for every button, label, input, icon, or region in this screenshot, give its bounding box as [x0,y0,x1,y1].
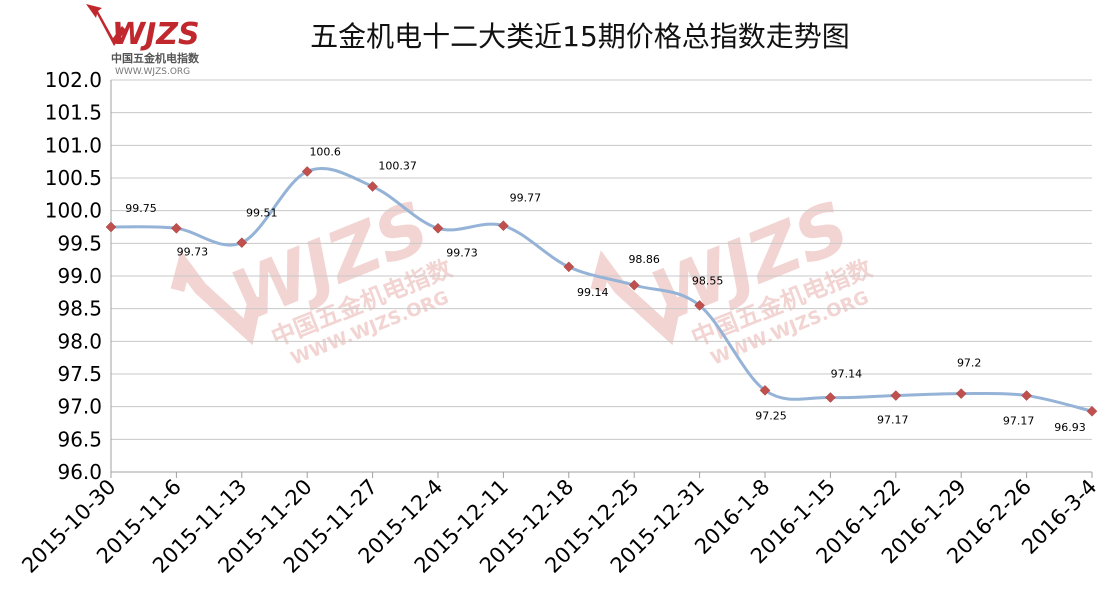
data-point-marker [236,237,248,249]
y-tick-label: 98.5 [57,297,102,321]
watermark-arrow-icon [170,250,263,346]
logo: WJZS 中国五金机电指数 WWW.WJZS.ORG [86,4,200,77]
data-point-marker [301,166,313,177]
y-tick-label: 96.5 [57,427,102,451]
data-label: 97.17 [1003,415,1035,428]
chart-title: 五金机电十二大类近15期价格总指数走势图 [310,20,850,53]
data-label: 96.93 [1054,421,1086,434]
y-axis-ticks: 96.0 96.5 97.0 97.5 98.0 98.5 99.0 99.5 100.0 100… [45,68,102,484]
data-label: 100.6 [309,145,341,158]
data-label: 99.14 [577,286,609,299]
y-tick-label: 101.5 [45,101,102,125]
data-point-marker [825,392,836,403]
logo-url-text: WWW.WJZS.ORG [115,67,190,77]
data-point-marker [1021,390,1032,401]
series-path [110,167,1093,413]
logo-main-text: WJZS [112,17,200,52]
data-point-marker [1086,405,1098,417]
data-label: 99.77 [510,192,542,205]
data-point-marker [105,221,117,233]
data-label: 99.75 [125,202,157,215]
y-tick-label: 98.0 [57,329,102,353]
data-point-marker [628,279,640,291]
data-label: 99.51 [246,207,278,220]
data-point-marker [367,181,378,192]
data-point-marker [694,300,705,311]
data-labels: 99.75 99.73 99.51 100.6 100.37 99.73 99.77 99.1… [125,145,1086,434]
y-tick-label: 101.0 [45,133,102,157]
data-label: 99.73 [177,245,209,258]
y-tick-label: 100.0 [45,199,102,223]
y-tick-label: 99.0 [57,264,102,288]
series-markers [105,166,1098,417]
y-tick-label: 97.0 [57,395,102,419]
logo-arrow-icon [86,4,126,46]
data-point-marker [171,222,182,234]
data-point-marker [759,384,771,396]
data-label: 98.86 [628,253,660,266]
y-tick-label: 97.5 [57,362,102,386]
y-tick-label: 96.0 [57,460,102,484]
x-axis-ticks: 2015-10-302015-11-62015-11-132015-11-202… [17,472,1102,578]
data-point-marker [498,220,509,232]
data-label: 97.25 [755,409,787,422]
data-label: 97.2 [957,357,982,370]
data-point-marker [890,390,902,401]
y-tick-label: 102.0 [45,68,102,92]
data-label: 98.55 [692,274,724,287]
y-tick-label: 99.5 [57,231,102,255]
series-line [110,167,1093,413]
data-point-marker [955,388,967,399]
data-label: 100.37 [378,159,417,172]
axes [110,80,1092,473]
data-label: 97.14 [831,368,863,381]
data-label: 97.17 [877,414,909,427]
watermark-arrow-icon [590,250,683,346]
data-label: 99.73 [446,246,478,259]
logo-cn-text: 中国五金机电指数 [111,51,200,65]
y-tick-label: 100.5 [45,166,102,190]
data-point-marker [432,222,444,234]
data-point-marker [563,261,575,273]
